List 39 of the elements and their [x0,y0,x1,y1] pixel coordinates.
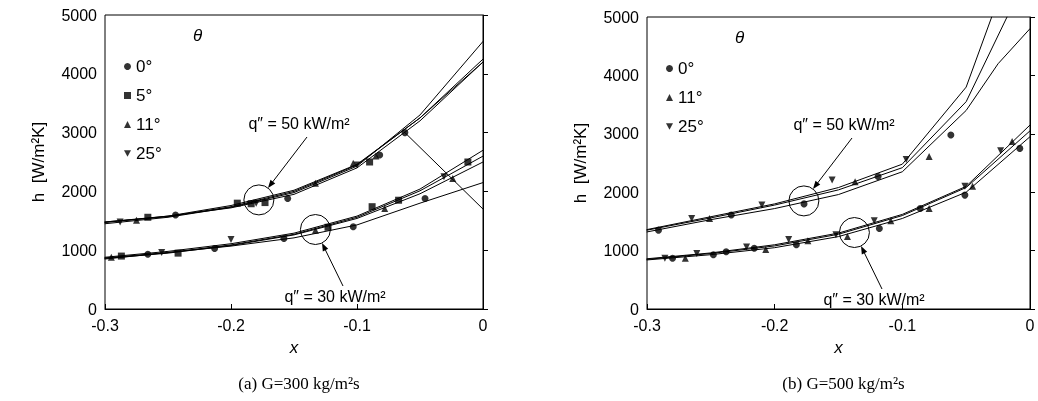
y-axis-title: h [W/m²K] [29,121,48,203]
x-tick-label: -0.3 [91,316,119,334]
legend-label: 11° [136,115,161,134]
text: (b) G=500 kg/m²s [782,374,905,393]
legend-label: 0° [678,59,695,78]
x-axis-title: x [288,338,299,357]
annotation: q″ = 50 kW/m² [793,116,896,134]
y-tick-label: 5000 [61,6,98,24]
y-tick-label: 4000 [603,66,640,84]
annotation: q″ = 30 kW/m² [823,291,926,309]
y-tick-label: 3000 [603,125,640,143]
y-tick-label: 4000 [61,65,98,83]
y-tick-label: 0 [88,300,98,318]
x-tick-label: 0 [1025,316,1035,334]
annotation: q″ = 50 kW/m² [248,115,351,133]
legend-title: θ [193,26,203,45]
text: (a) G=300 kg/m²s [238,374,360,393]
x-tick-label: -0.1 [888,316,917,334]
legend-label: 25° [678,117,704,136]
y-tick-label: 1000 [61,241,98,259]
y-tick-label: 2000 [603,183,640,201]
x-tick-label: -0.1 [343,316,371,334]
y-axis-title: h [W/m²K] [571,122,590,204]
x-tick-label: -0.3 [633,316,661,334]
y-tick-label: 0 [630,300,640,318]
x-axis-title: x [833,338,844,357]
legend-label: 0° [136,57,153,76]
y-tick-label: 5000 [603,8,640,26]
y-tick-label: 1000 [603,242,640,260]
legend-label: 11° [678,88,703,107]
legend-title: θ [735,28,745,47]
y-tick-label: 2000 [61,182,98,200]
y-tick-label: 3000 [61,124,98,142]
annotation: q″ = 30 kW/m² [284,288,387,306]
x-tick-label: 0 [478,316,488,334]
legend-label: 5° [136,86,153,105]
legend-label: 25° [136,144,162,163]
x-tick-label: -0.2 [217,316,245,334]
x-tick-label: -0.2 [760,316,789,334]
